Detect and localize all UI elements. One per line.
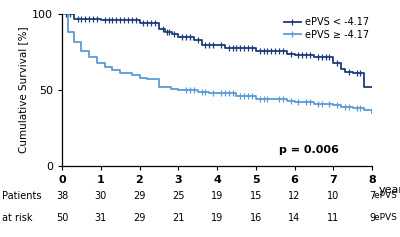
Text: 31: 31	[95, 213, 107, 223]
Text: years: years	[379, 185, 400, 195]
Text: 16: 16	[250, 213, 262, 223]
Text: 50: 50	[56, 213, 68, 223]
Text: 38: 38	[56, 191, 68, 201]
Text: 25: 25	[172, 191, 184, 201]
Text: 30: 30	[95, 191, 107, 201]
Text: 11: 11	[327, 213, 339, 223]
Text: 19: 19	[211, 191, 223, 201]
Text: 10: 10	[327, 191, 339, 201]
Text: 21: 21	[172, 213, 184, 223]
Text: 29: 29	[133, 191, 146, 201]
Text: at risk: at risk	[2, 213, 32, 223]
Text: 9: 9	[369, 213, 375, 223]
Text: ePVS ≥ -4.17: ePVS ≥ -4.17	[374, 213, 400, 222]
Text: 12: 12	[288, 191, 301, 201]
Text: 29: 29	[133, 213, 146, 223]
Text: 15: 15	[250, 191, 262, 201]
Text: ePVS < -4.17: ePVS < -4.17	[374, 191, 400, 200]
Y-axis label: Cumulative Survival [%]: Cumulative Survival [%]	[18, 27, 28, 153]
Text: Patients: Patients	[2, 191, 42, 201]
Legend: ePVS < -4.17, ePVS ≥ -4.17: ePVS < -4.17, ePVS ≥ -4.17	[282, 16, 370, 41]
Text: p = 0.006: p = 0.006	[279, 145, 339, 155]
Text: 7: 7	[369, 191, 375, 201]
Text: 19: 19	[211, 213, 223, 223]
Text: 14: 14	[288, 213, 301, 223]
